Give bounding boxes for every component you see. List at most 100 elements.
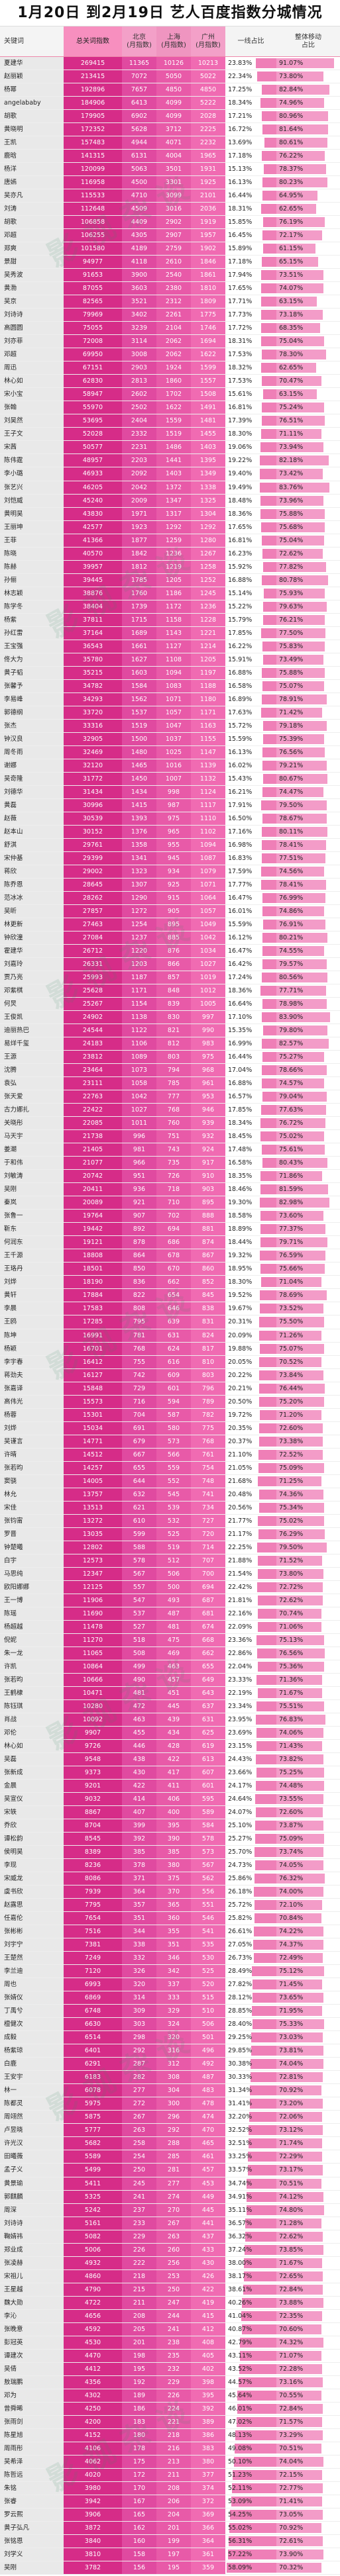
cell-beijing: 1237: [122, 931, 156, 945]
mobile-ratio-text: 76.51%: [279, 417, 304, 425]
table-row: 姜潮 21405 981 743 924 17.48% 75.61%: [0, 1143, 340, 1157]
tier1-ratio-text: 46.01%: [228, 2405, 253, 2412]
table-row: 杨洋 120099 5063 3501 1931 15.13% 78.37%: [0, 163, 340, 177]
mobile-ratio-bar: [276, 1039, 329, 1049]
mobile-ratio-text: 74.05%: [279, 1862, 304, 1870]
cell-mobile-ratio: 76.59%: [276, 1249, 340, 1262]
table-header: 关键词 总关词指数 北京 (月指数) 上海 (月指数) 广州 (月指数) 一线占…: [0, 26, 340, 57]
mobile-ratio-bar: [276, 999, 327, 1010]
table-row: 唐嫣 116958 4500 3301 1925 16.13% 80.23%: [0, 176, 340, 190]
table-row: 罗晋 13035 599 525 720 21.17% 76.29%: [0, 1527, 340, 1541]
mobile-ratio-bar: [276, 2311, 323, 2321]
cell-beijing: 1603: [122, 666, 156, 679]
cell-search-index: 23812: [64, 1051, 122, 1064]
mobile-ratio-text: 74.80%: [279, 2206, 304, 2214]
table-row: 王子文 52028 2332 1519 1455 18.30% 71.11%: [0, 428, 340, 442]
mobile-ratio-text: 74.04%: [279, 2060, 304, 2068]
cell-keyword: 林更新: [0, 918, 64, 931]
cell-shanghai: 1622: [156, 401, 191, 414]
cell-keyword: 谭建次: [0, 2349, 64, 2362]
cell-keyword: 吴亦凡: [0, 189, 64, 203]
cell-tier1-ratio: 18.46%: [225, 1183, 276, 1196]
tier1-ratio-bar: [261, 879, 276, 890]
cell-mobile-ratio: 73.16%: [276, 2376, 340, 2389]
cell-shanghai: 300: [156, 2097, 191, 2111]
table-row: 邓伦 9907 455 434 625 23.69% 74.06%: [0, 1726, 340, 1740]
table-row: 林一 6078 277 304 483 31.34% 70.92%: [0, 2084, 340, 2098]
cell-tier1-ratio: 15.35%: [225, 1024, 276, 1037]
tier1-ratio-text: 23.15%: [228, 1742, 253, 1750]
mobile-ratio-bar: [276, 2496, 322, 2506]
mobile-ratio-bar: [276, 853, 326, 863]
tier1-ratio-text: 19.30%: [228, 1199, 253, 1207]
cell-keyword: 于和伟: [0, 1157, 64, 1170]
cell-search-index: 40570: [64, 547, 122, 560]
table-row: 林心如 9726 446 428 619 23.15% 71.43%: [0, 1739, 340, 1753]
cell-mobile-ratio: 78.69%: [276, 1289, 340, 1302]
mobile-ratio-bar: [276, 2019, 325, 2030]
cell-shanghai: 206: [156, 2495, 191, 2508]
table-row: 宋仲基 29399 1341 945 1087 16.83% 77.51%: [0, 851, 340, 865]
mobile-ratio-bar: [276, 1635, 325, 1645]
tier1-ratio-bar: [251, 2046, 276, 2056]
tier1-ratio-text: 20.48%: [228, 1490, 253, 1498]
mobile-ratio-text: 75.34%: [279, 1503, 304, 1511]
cell-guangzhou: 1019: [191, 971, 225, 984]
cell-search-index: 34782: [64, 679, 122, 692]
cell-mobile-ratio: 74.37%: [276, 1938, 340, 1951]
cell-keyword: 黄子韬: [0, 666, 64, 679]
cell-guangzhou: 487: [191, 2071, 225, 2084]
header-search-index: 总关词指数: [64, 26, 122, 56]
cell-tier1-ratio: 22.09%: [225, 1621, 276, 1633]
cell-guangzhou: 551: [191, 1899, 225, 1912]
mobile-ratio-bar: [276, 1436, 323, 1447]
cell-keyword: 孙红雷: [0, 626, 64, 640]
cell-shanghai: 221: [156, 2415, 191, 2428]
cell-search-index: 5589: [64, 2150, 122, 2164]
cell-mobile-ratio: 72.15%: [276, 2469, 340, 2481]
cell-mobile-ratio: 63.15%: [276, 388, 340, 401]
cell-tier1-ratio: 53.09%: [225, 2495, 276, 2508]
cell-shanghai: 895: [156, 918, 191, 931]
cell-search-index: 35215: [64, 666, 122, 679]
page-title: 1月20日 到2月19日 艺人百度指数分城情况: [0, 0, 340, 26]
mobile-ratio-text: 73.03%: [279, 2034, 304, 2042]
cell-guangzhou: 430: [191, 2256, 225, 2269]
cell-shanghai: 267: [156, 2217, 191, 2230]
mobile-ratio-text: 62.65%: [279, 205, 304, 213]
header-shanghai: 上海 (月指数): [156, 26, 191, 56]
cell-tier1-ratio: 17.73%: [225, 309, 276, 321]
tier1-ratio-bar: [255, 1834, 276, 1844]
table-row: 钟楚曦 12802 588 519 714 22.25% 79.50%: [0, 1541, 340, 1554]
table-row: 陈晓 40570 1842 1236 1267 16.23% 72.62%: [0, 547, 340, 561]
cell-tier1-ratio: 16.44%: [225, 189, 276, 202]
cell-search-index: 25628: [64, 984, 122, 998]
cell-mobile-ratio: 73.85%: [276, 2244, 340, 2256]
cell-guangzhou: 946: [191, 1104, 225, 1117]
cell-keyword: 金晨: [0, 1780, 64, 1793]
cell-beijing: 4409: [122, 216, 156, 229]
cell-keyword: 王鹤棣: [0, 1686, 64, 1699]
cell-tier1-ratio: 26.73%: [225, 1952, 276, 1964]
tier1-ratio-bar: [261, 310, 276, 320]
cell-mobile-ratio: 78.91%: [276, 693, 340, 706]
cell-keyword: 白鹿: [0, 2058, 64, 2071]
cell-guangzhou: 453: [191, 2177, 225, 2190]
mobile-ratio-bar: [276, 1184, 329, 1195]
cell-guangzhou: 939: [191, 1117, 225, 1130]
cell-guangzhou: 395: [191, 2389, 225, 2402]
cell-search-index: 16991: [64, 1329, 122, 1342]
cell-mobile-ratio: 75.13%: [276, 1634, 340, 1646]
mobile-ratio-bar: [276, 1290, 327, 1301]
cell-keyword: 王丽坤: [0, 520, 64, 534]
mobile-ratio-text: 73.51%: [279, 271, 304, 279]
tier1-ratio-bar: [254, 1874, 276, 1884]
table-row: 刘嘉玲 26331 1203 866 1027 16.42% 79.57%: [0, 958, 340, 972]
cell-guangzhou: 601: [191, 1780, 225, 1793]
cell-shanghai: 1037: [156, 732, 191, 745]
cell-keyword: 黄渤: [0, 282, 64, 295]
cell-tier1-ratio: 16.47%: [225, 892, 276, 904]
cell-guangzhou: 748: [191, 1474, 225, 1488]
cell-guangzhou: 1455: [191, 428, 225, 441]
cell-keyword: 吴倩: [0, 2362, 64, 2375]
